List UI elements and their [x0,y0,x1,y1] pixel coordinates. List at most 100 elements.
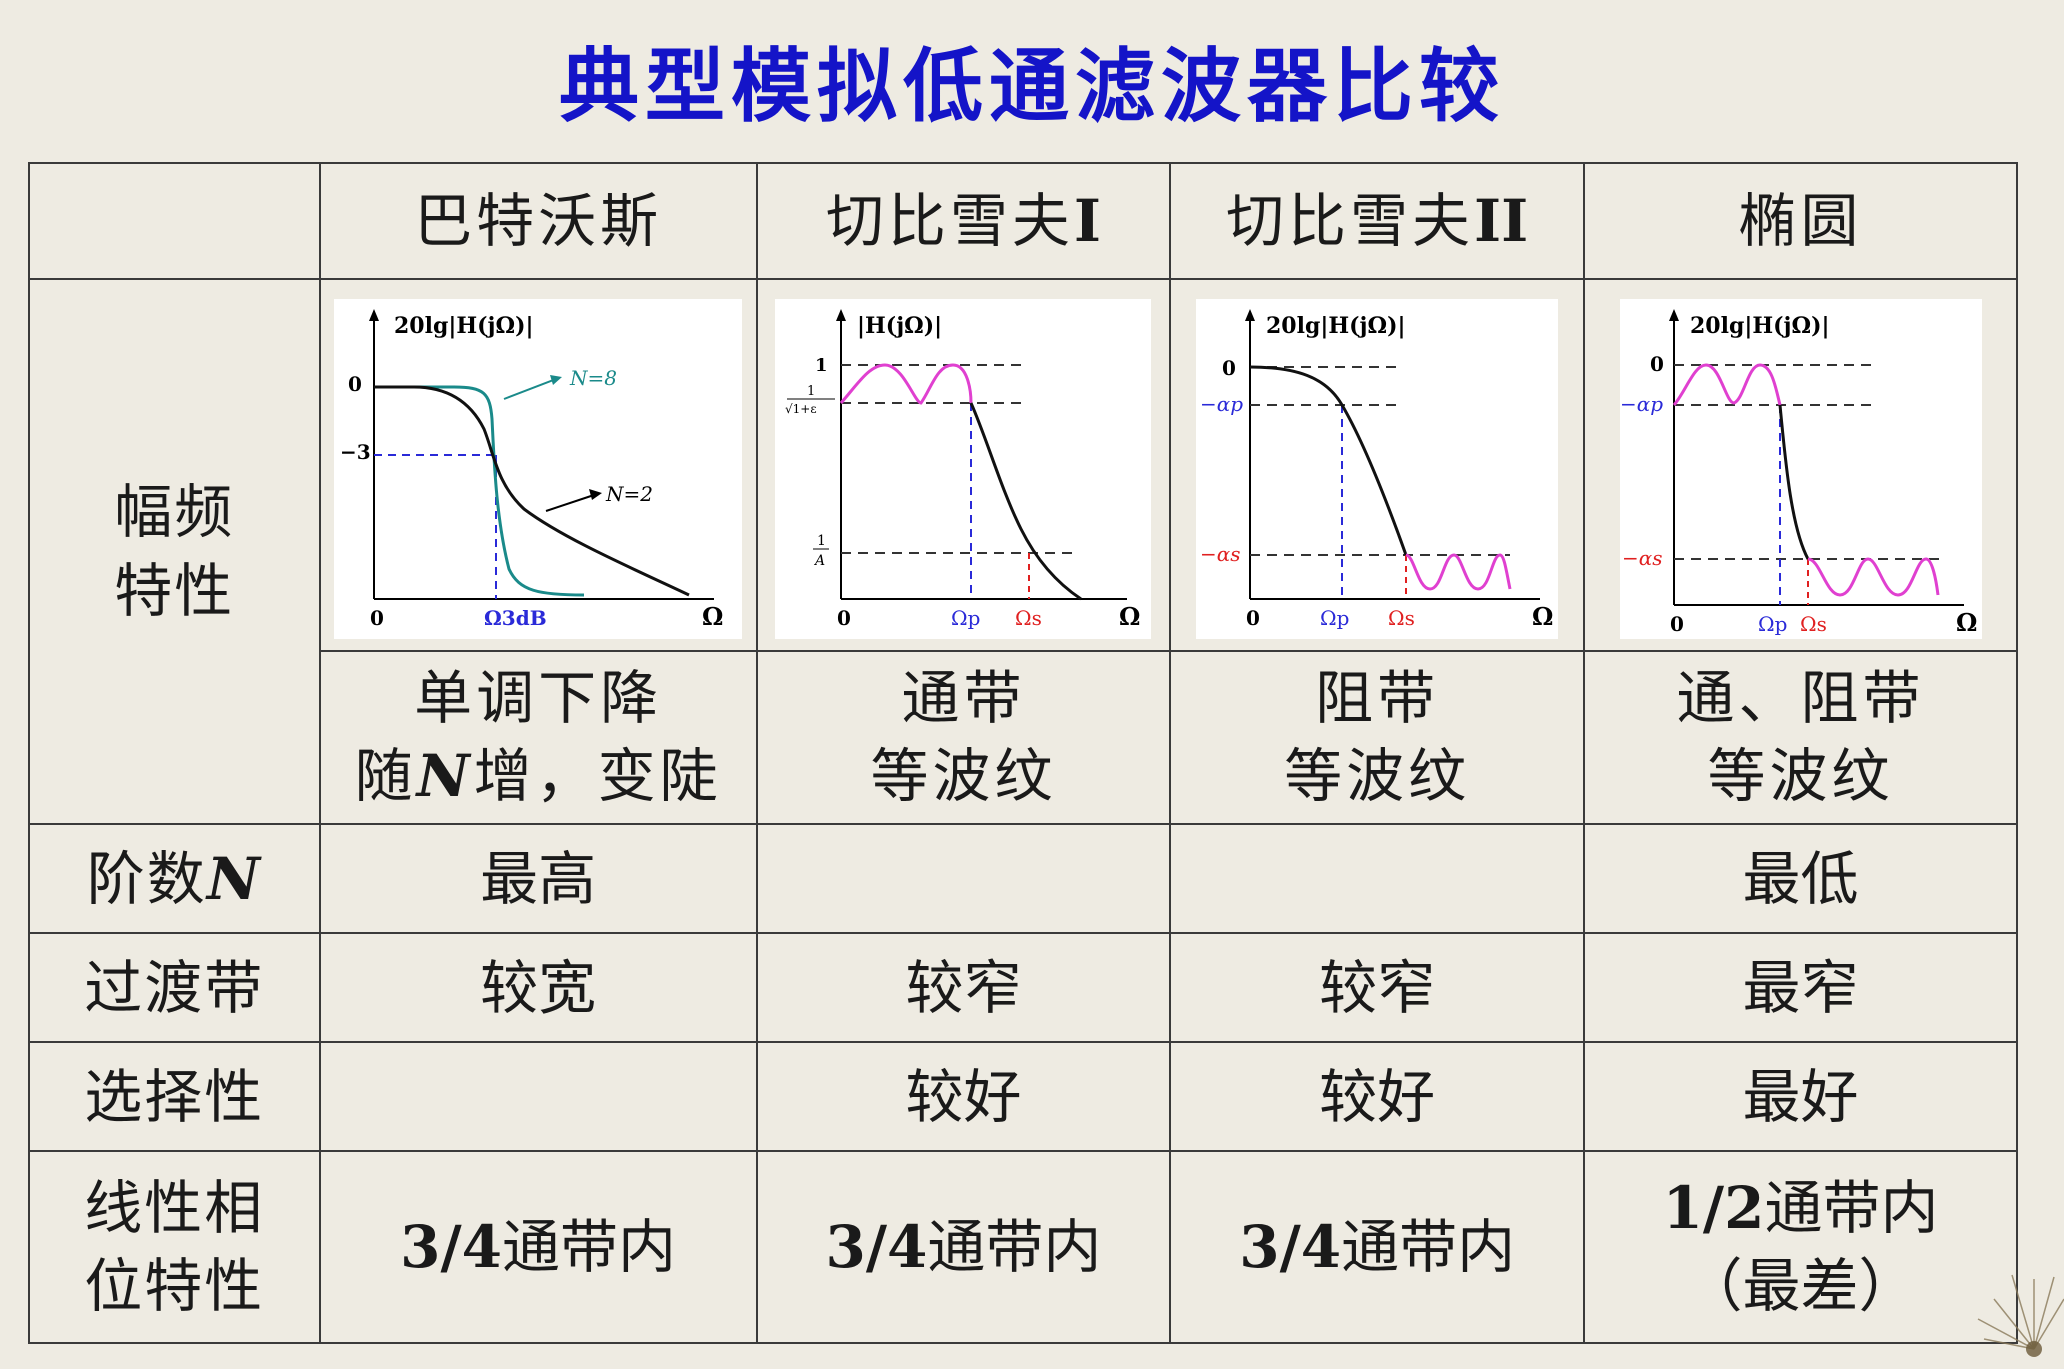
rolloff-curve [1778,404,1809,560]
y-axis-label: 20lg|H(jΩ)| [1690,313,1830,339]
desc-line: 单调下降 [414,664,663,733]
n8-curve [374,385,585,597]
y-axis-arrow-icon [836,308,847,321]
chebyshev2-plot: 20lg|H(jΩ)| 0 −αp −αs 0 Ωp Ωs Ω [1196,298,1559,639]
plot-cell-butterworth: 20lg|H(jΩ)| 0 −3 0 Ω3dB Ω N=8 N=2 [318,278,758,652]
col-header-butterworth: 巴特沃斯 [318,161,758,281]
phase-text: 通带内 [502,1212,677,1281]
x-axis-label: Ω [1119,602,1140,631]
col-header-label: 切比雪夫 [825,186,1074,255]
n8-arrow-icon [550,374,563,385]
desc-text: 增，变陡 [473,742,722,811]
desc-chebyshev-1: 通带 等波纹 [755,649,1172,826]
desc-line: 等波纹 [1284,742,1471,811]
phase-note: （最差） [1684,1252,1917,1321]
selectivity-chebyshev-2: 较好 [1169,1041,1586,1153]
ripple-tick-denominator: √1+ε [785,402,817,416]
stopband-ripple-curve [1807,557,1940,597]
transition-elliptic: 最窄 [1583,932,2018,1044]
row-header-line: 线性相 [84,1173,265,1242]
n2-pointer [545,493,595,512]
tick-label-1: 1 [815,355,828,376]
col-header-label: 椭圆 [1738,186,1863,255]
phase-text: 通带内 [1341,1212,1516,1281]
n2-arrow-icon [589,488,603,500]
col-header-suffix: I [1073,186,1102,255]
row-header-transition: 过渡带 [28,932,321,1044]
desc-line: 阻带 [1315,664,1440,733]
stopband-edge-label: Ωs [1800,612,1827,636]
order-elliptic: 最低 [1583,823,2018,935]
y-axis-arrow-icon [1245,308,1256,321]
tick-label-0: 0 [1650,352,1664,376]
col-header-elliptic: 椭圆 [1583,161,2018,281]
x-axis-label: Ω [702,602,723,631]
row-header-amplitude: 幅频 特性 [28,278,321,826]
phase-chebyshev-2: 3/4通带内 [1169,1150,1586,1344]
x-axis-label: Ω [1956,608,1977,637]
ripple-tick-numerator: 1 [807,384,815,399]
phase-fraction: 3/4 [1239,1212,1342,1281]
stop-tick-numerator: 1 [817,533,826,549]
chebyshev1-plot: |H(jΩ)| 1 1 √1+ε 1 A 0 Ωp Ωs Ω [775,298,1152,639]
phase-fraction: 1/2 [1662,1173,1765,1242]
transition-chebyshev-1: 较窄 [755,932,1172,1044]
plot-cell-elliptic: 20lg|H(jΩ)| 0 −αp −αs 0 Ωp Ωs Ω [1583,278,2018,652]
tick-label-3db: −3 [340,440,371,464]
x-axis-label: Ω [1532,602,1553,631]
row-header-line: 幅频 [114,478,235,547]
passband-ripple-curve [840,363,973,405]
selectivity-butterworth [318,1041,758,1153]
phase-fraction: 3/4 [825,1212,928,1281]
desc-elliptic: 通、阻带 等波纹 [1583,649,2018,826]
col-header-suffix: II [1474,186,1529,255]
phase-elliptic: 1/2通带内 （最差） [1583,1150,2018,1344]
order-butterworth: 最高 [318,823,758,935]
transition-chebyshev-2: 较窄 [1169,932,1586,1044]
stop-tick-denominator: A [813,553,825,569]
y-axis-label: |H(jΩ)| [857,313,942,339]
col-header-chebyshev-2: 切比雪夫II [1169,161,1586,281]
tick-label-alpha-p: −αp [1620,392,1663,416]
n2-curve [374,385,690,597]
transition-row: 过渡带 较宽 较窄 较窄 最窄 [28,932,2018,1044]
phase-text: 通带内 [1764,1173,1939,1242]
plot-cell-chebyshev-2: 20lg|H(jΩ)| 0 −αp −αs 0 Ωp Ωs Ω [1169,278,1586,652]
desc-chebyshev-2: 阻带 等波纹 [1169,649,1586,826]
tick-label-alpha-p: −αp [1200,392,1243,416]
row-header-text: 阶数 [86,844,207,913]
order-chebyshev-2 [1169,823,1586,935]
passband-edge-label: Ωp [951,606,980,630]
row-header-line: 特性 [114,556,235,625]
passband-edge-label: Ωp [1758,612,1787,636]
y-axis-label: 20lg|H(jΩ)| [1266,313,1406,339]
n8-label: N=8 [569,366,617,390]
stopband-edge-label: Ωs [1388,606,1415,630]
row-header-variable: N [206,844,262,913]
tick-label-0db: 0 [348,372,362,396]
corner-cell [28,161,321,281]
order-chebyshev-1 [755,823,1172,935]
y-axis-arrow-icon [369,308,380,321]
desc-text: 随 [354,742,417,811]
phase-row: 线性相 位特性 3/4通带内 3/4通带内 3/4通带内 1/2通带内 （最差） [28,1150,2018,1344]
desc-line: 等波纹 [1707,742,1894,811]
page-title: 典型模拟低通滤波器比较 [559,40,1505,133]
col-header-label: 巴特沃斯 [414,186,663,255]
y-axis-label: 20lg|H(jΩ)| [394,313,534,339]
rolloff-curve [970,402,1083,601]
desc-variable: N [416,742,474,811]
selectivity-chebyshev-1: 较好 [755,1041,1172,1153]
stopband-edge-label: Ωs [1015,606,1042,630]
stopband-ripple-curve [1405,553,1512,591]
n2-label: N=2 [605,482,653,506]
order-row: 阶数N 最高 最低 [28,823,2018,935]
phase-text: 通带内 [927,1212,1102,1281]
row-header-selectivity: 选择性 [28,1041,321,1153]
passband-edge-label: Ωp [1320,606,1349,630]
col-header-label: 切比雪夫 [1226,186,1475,255]
desc-line: 随N增，变陡 [321,737,756,815]
comparison-table: 巴特沃斯 切比雪夫I 切比雪夫II 椭圆 幅频 特性 20lg|H(jΩ)| 0… [28,161,2018,1344]
desc-line: 等波纹 [870,742,1057,811]
selectivity-row: 选择性 较好 较好 最好 [28,1041,2018,1153]
